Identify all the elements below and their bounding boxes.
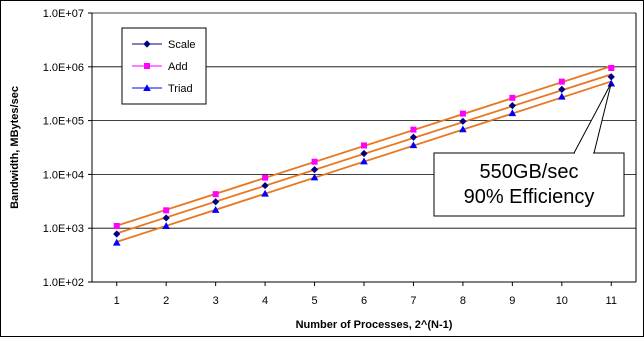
x-tick-label: 3	[213, 295, 219, 307]
data-point-add	[311, 158, 318, 165]
data-point-triad	[508, 109, 517, 117]
data-point-scale	[212, 198, 220, 206]
y-tick-label: 1.0E+06	[43, 62, 84, 74]
annotation-pointer	[573, 82, 612, 154]
data-point-add	[262, 174, 269, 181]
data-point-triad	[558, 92, 566, 100]
x-tick-label: 9	[509, 295, 515, 307]
data-point-add	[558, 78, 565, 85]
data-point-add	[509, 94, 516, 101]
y-tick-label: 1.0E+02	[43, 277, 84, 289]
data-point-scale	[261, 181, 269, 190]
data-point-triad	[112, 238, 121, 246]
data-point-triad	[261, 189, 269, 197]
y-tick-label: 1.0E+07	[43, 8, 84, 20]
x-tick-label: 4	[262, 295, 268, 307]
data-point-add	[410, 126, 417, 133]
data-point-scale	[113, 230, 121, 238]
data-point-scale	[360, 149, 368, 158]
annotation-box	[433, 152, 625, 217]
legend-marker-scale	[143, 40, 151, 48]
x-tick-label: 7	[410, 295, 416, 307]
x-tick-label: 2	[163, 295, 169, 307]
x-tick-label: 6	[361, 295, 367, 307]
data-point-triad	[459, 125, 467, 133]
x-tick-label: 1	[114, 295, 120, 307]
annotation-text: 550GB/sec	[480, 161, 579, 183]
data-point-triad	[162, 222, 170, 230]
data-point-add	[163, 207, 170, 214]
legend-label-add: Add	[168, 61, 188, 73]
data-point-triad	[360, 157, 368, 165]
legend-label-triad: Triad	[168, 83, 193, 95]
y-axis-title: Bandwidth, MBytes/sec	[9, 86, 21, 209]
data-point-add	[113, 222, 120, 229]
data-point-add	[361, 142, 367, 149]
data-point-scale	[607, 73, 615, 81]
x-axis-title: Number of Processes, 2^(N-1)	[296, 319, 453, 331]
legend-label-scale: Scale	[168, 39, 196, 51]
y-tick-label: 1.0E+03	[43, 223, 84, 235]
data-point-scale	[508, 102, 516, 110]
annotation-text: 90% Efficiency	[464, 186, 595, 208]
x-tick-label: 8	[460, 295, 466, 307]
x-tick-label: 5	[311, 295, 317, 307]
data-point-triad	[211, 205, 220, 213]
data-point-triad	[310, 173, 319, 181]
data-point-scale	[162, 214, 170, 222]
data-point-scale	[459, 117, 467, 125]
y-tick-label: 1.0E+04	[43, 169, 84, 181]
legend-marker-triad	[143, 84, 151, 92]
data-point-add	[608, 64, 615, 71]
data-point-scale	[558, 85, 566, 94]
data-point-triad	[409, 141, 418, 149]
y-tick-label: 1.0E+05	[43, 116, 84, 128]
x-tick-label: 11	[606, 295, 617, 307]
data-point-scale	[310, 165, 319, 174]
x-tick-label: 10	[556, 295, 568, 307]
legend-marker-add	[144, 63, 150, 69]
data-point-add	[459, 110, 466, 117]
data-point-scale	[409, 133, 418, 141]
data-point-add	[212, 191, 219, 198]
